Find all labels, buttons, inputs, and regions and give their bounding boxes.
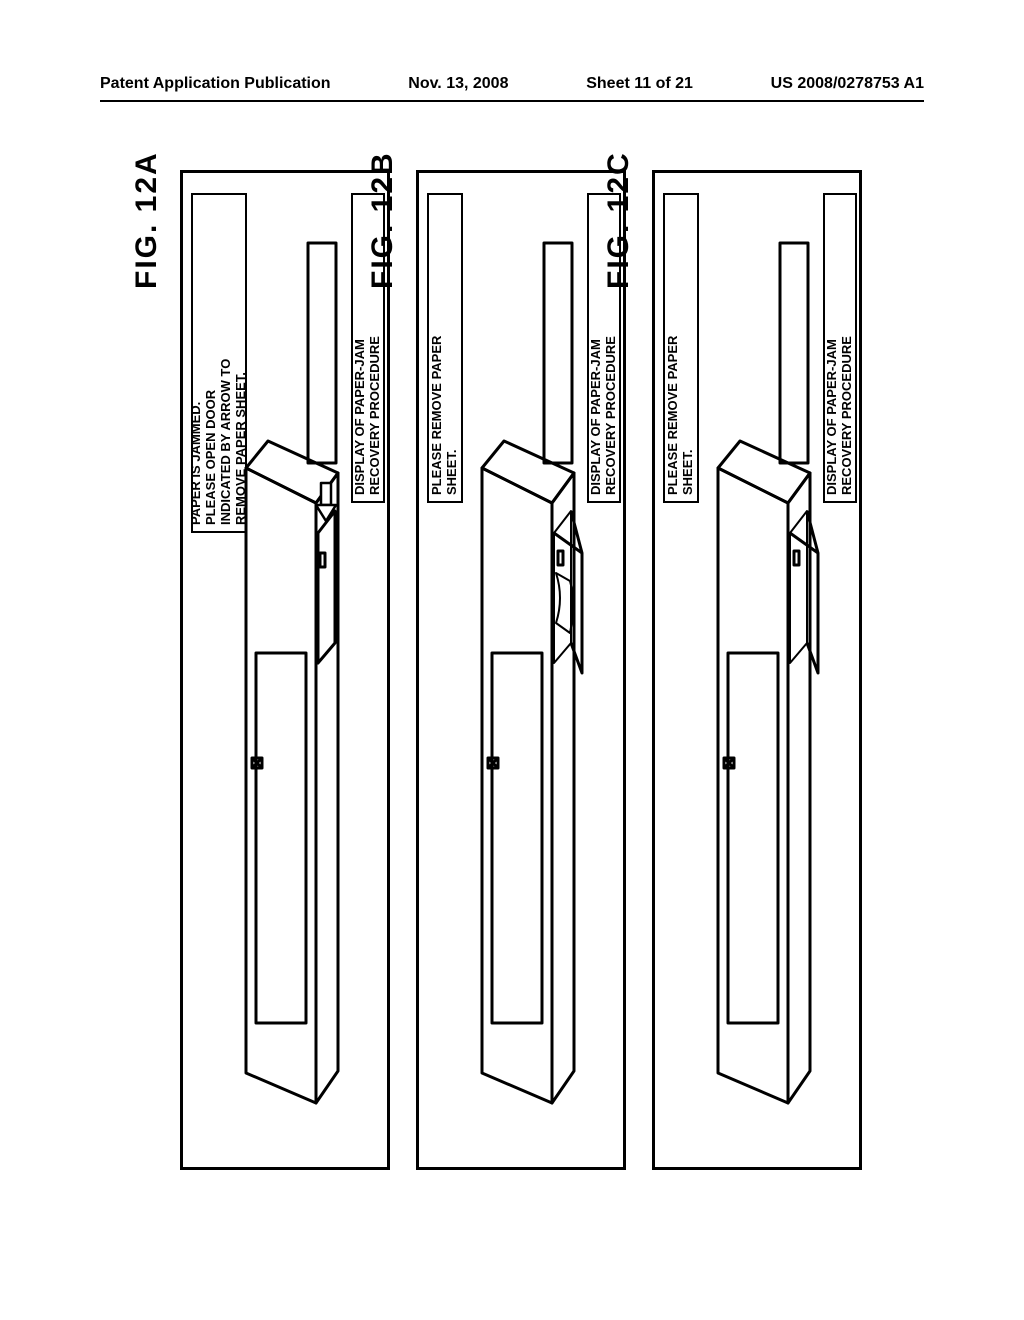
publication-label: Patent Application Publication bbox=[100, 75, 331, 93]
printer-diagram-12c bbox=[710, 203, 820, 1123]
title-box-12c: DISPLAY OF PAPER-JAM RECOVERY PROCEDURE bbox=[823, 193, 857, 503]
figure-12b: FIG. 12B DISPLAY OF PAPER-JAM RECOVERY P… bbox=[406, 130, 634, 1190]
instruction-box-12c: PLEASE REMOVE PAPER SHEET. bbox=[663, 193, 699, 503]
header-rule bbox=[100, 100, 924, 102]
printer-diagram-12b bbox=[474, 203, 584, 1123]
instruction-box-12b: PLEASE REMOVE PAPER SHEET. bbox=[427, 193, 463, 503]
figure-area: FIG. 12A DISPLAY OF PAPER-JAM RECOVERY P… bbox=[170, 130, 870, 1210]
figure-12a: FIG. 12A DISPLAY OF PAPER-JAM RECOVERY P… bbox=[170, 130, 398, 1190]
publication-number: US 2008/0278753 A1 bbox=[771, 75, 924, 93]
publication-date: Nov. 13, 2008 bbox=[408, 75, 508, 93]
figure-12c: FIG. 12C DISPLAY OF PAPER-JAM RECOVERY P… bbox=[642, 130, 870, 1190]
panel-frame-12b: DISPLAY OF PAPER-JAM RECOVERY PROCEDURE … bbox=[416, 170, 626, 1170]
sheet-number: Sheet 11 of 21 bbox=[586, 75, 693, 93]
page-header: Patent Application Publication Nov. 13, … bbox=[100, 75, 924, 93]
figure-label-12c: FIG. 12C bbox=[602, 130, 636, 310]
printer-diagram-12a bbox=[238, 203, 348, 1123]
panel-frame-12a: DISPLAY OF PAPER-JAM RECOVERY PROCEDURE … bbox=[180, 170, 390, 1170]
figure-label-12a: FIG. 12A bbox=[130, 130, 164, 310]
figure-label-12b: FIG. 12B bbox=[366, 130, 400, 310]
panel-frame-12c: DISPLAY OF PAPER-JAM RECOVERY PROCEDURE … bbox=[652, 170, 862, 1170]
